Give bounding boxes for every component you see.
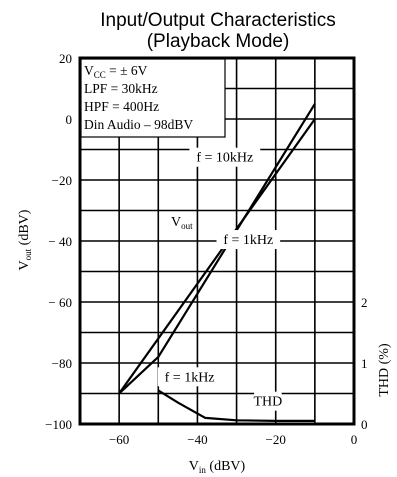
- annotation-bg: [216, 230, 281, 250]
- y2-tick-label: 1: [361, 356, 368, 371]
- annotation-f1k-thd: f = 1kHz: [165, 370, 215, 385]
- y2-tick-label: 0: [361, 417, 368, 432]
- annotation-f10k: f = 10kHz: [196, 151, 253, 166]
- y-axis-label: Vout (dBV): [17, 209, 33, 270]
- x-axis-label: Vin (dBV): [189, 459, 246, 475]
- annotation-bg: [167, 211, 197, 231]
- annotation-f1k-out: f = 1kHz: [223, 233, 273, 248]
- chart-subtitle: (Playback Mode): [147, 31, 290, 52]
- y-tick-label: −100: [45, 417, 72, 432]
- condition-line: Din Audio – 98dBV: [84, 117, 193, 132]
- series-line-1: [118, 118, 316, 395]
- condition-line: HPF = 400Hz: [84, 99, 159, 114]
- annotation-bg: [189, 147, 261, 167]
- x-tick-label: −40: [187, 432, 207, 447]
- chart-title: Input/Output Characteristics: [100, 10, 336, 31]
- y-tick-label: −20: [52, 173, 72, 188]
- y-ticks: 20 0 −20 − 40 − 60 −80 −100: [45, 51, 72, 432]
- annotations: f = 10kHz Vout f = 1kHz f = 1kHz THD: [157, 147, 282, 411]
- condition-line: LPF = 30kHz: [84, 81, 158, 96]
- series-line-2: [157, 389, 315, 422]
- y-tick-label: 0: [66, 112, 73, 127]
- annotation-bg: [157, 367, 222, 387]
- x-tick-label: −20: [266, 432, 286, 447]
- series-line-0: [118, 103, 316, 395]
- annotation-thd: THD: [253, 395, 282, 410]
- y2-tick-label: 2: [361, 295, 368, 310]
- annotation-bg: [254, 391, 282, 411]
- plot-frame: [78, 56, 356, 426]
- condition-line: VCC = ± 6V: [84, 63, 148, 80]
- y-tick-label: 20: [59, 51, 72, 66]
- x-tick-label: 0: [351, 432, 358, 447]
- y2-ticks: 2 1 0: [361, 295, 368, 432]
- y-tick-label: −80: [52, 356, 72, 371]
- y-tick-label: − 60: [48, 295, 72, 310]
- x-ticks: −60 −40 −20 0: [109, 432, 357, 447]
- x-tick-label: −60: [109, 432, 129, 447]
- y-tick-label: − 40: [48, 234, 72, 249]
- annotation-vout-main: Vout: [171, 215, 193, 231]
- y2-axis-label: THD (%): [377, 343, 392, 397]
- data-curves: [118, 103, 316, 422]
